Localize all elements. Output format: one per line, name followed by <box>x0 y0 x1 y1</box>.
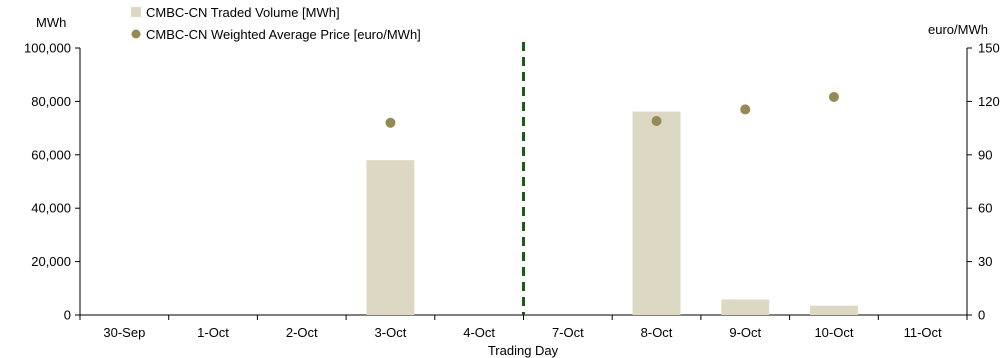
volume-bar <box>721 299 770 315</box>
x-tick-label: 30-Sep <box>103 325 145 340</box>
y-right-tick-label: 150 <box>978 41 1000 56</box>
y-right-ticks: 0 30 60 90 120 150 <box>967 41 1000 323</box>
volume-bars <box>366 111 858 316</box>
legend-swatch-volume <box>131 7 141 17</box>
legend-marker-price <box>131 29 141 39</box>
y-right-tick-label: 60 <box>978 201 992 216</box>
y-left-tick-label: 20,000 <box>31 254 71 269</box>
x-tick-label: 8-Oct <box>641 325 673 340</box>
y-right-tick-label: 0 <box>978 308 985 323</box>
price-points <box>385 91 839 128</box>
y-left-tick-label: 40,000 <box>31 201 71 216</box>
legend-label-price: CMBC-CN Weighted Average Price [euro/MWh… <box>146 27 421 42</box>
x-tick-label: 11-Oct <box>904 325 942 340</box>
legend-label-volume: CMBC-CN Traded Volume [MWh] <box>146 5 340 20</box>
y-right-tick-label: 120 <box>978 94 1000 109</box>
volume-bar <box>632 111 681 316</box>
x-axis-label: Trading Day <box>488 343 559 358</box>
y-left-tick-label: 100,000 <box>24 41 71 56</box>
x-tick-label: 7-Oct <box>552 325 584 340</box>
x-tick-label: 4-Oct <box>463 325 495 340</box>
y-left-tick-label: 0 <box>64 308 71 323</box>
x-tick-label: 2-Oct <box>286 325 318 340</box>
y-right-unit: euro/MWh <box>928 22 988 37</box>
price-point <box>651 115 662 126</box>
price-point <box>828 91 839 102</box>
x-ticks: 30-Sep 1-Oct 2-Oct 3-Oct 4-Oct 7-Oct 8-Oct 9-Oc… <box>79 315 968 340</box>
price-point <box>740 104 751 115</box>
price-point <box>385 117 396 128</box>
y-left-tick-label: 60,000 <box>31 147 71 162</box>
x-tick-label: 9-Oct <box>729 325 761 340</box>
volume-bar <box>810 305 858 315</box>
legend: CMBC-CN Traded Volume [MWh] CMBC-CN Weig… <box>131 5 421 42</box>
y-left-ticks: 0 20,000 40,000 60,000 80,000 100,000 <box>24 41 80 323</box>
y-left-unit: MWh <box>36 15 66 30</box>
volume-bar <box>366 160 415 315</box>
y-right-tick-label: 30 <box>978 254 992 269</box>
y-left-tick-label: 80,000 <box>31 94 71 109</box>
x-tick-label: 3-Oct <box>375 325 407 340</box>
x-tick-label: 10-Oct <box>814 325 853 340</box>
y-right-tick-label: 90 <box>978 147 992 162</box>
x-tick-label: 1-Oct <box>197 325 229 340</box>
